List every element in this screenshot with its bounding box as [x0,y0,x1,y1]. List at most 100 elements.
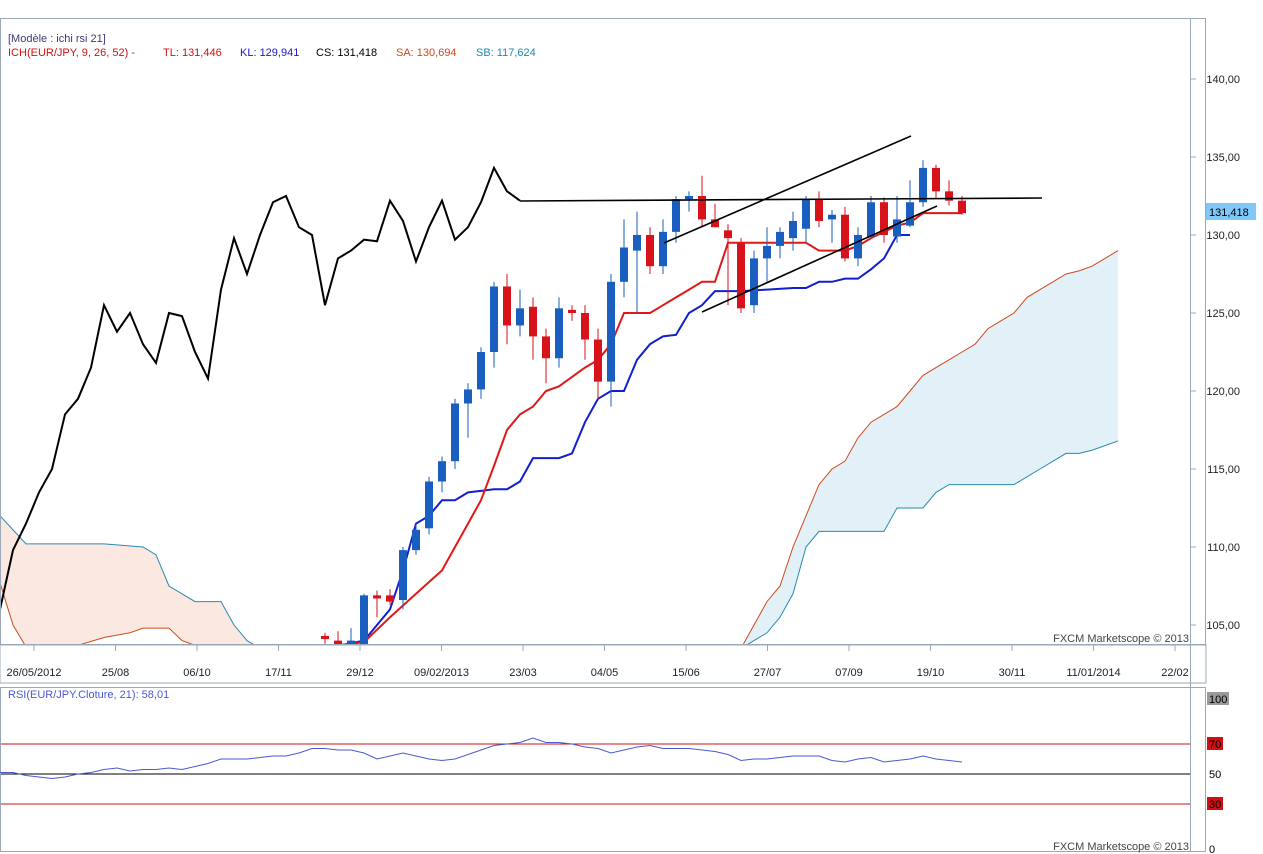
candle [490,281,498,368]
candle-body [685,196,693,200]
x-tick-label: 22/02 [1161,667,1189,679]
candle-body [750,258,758,306]
span-b-line-left [1,516,254,644]
tl-label: TL: 131,446 [163,47,222,59]
candle [425,476,433,535]
y-tick-label: 105,00 [1206,620,1240,632]
channel-lower-line [701,205,938,313]
candle-body [594,339,602,382]
y-tick-label: 135,00 [1206,152,1240,164]
candle-body [399,550,407,601]
candle [906,180,914,228]
candle-body [919,167,927,203]
candle [529,297,537,360]
y-tick-label: 120,00 [1206,386,1240,398]
candle-body [854,235,862,259]
candle-body [945,191,953,201]
candle-body [334,640,342,644]
rsi-tick-label: 70 [1209,739,1221,751]
candle-body [542,336,550,359]
candle-body [516,308,524,326]
cloud-bull-fill [743,250,1118,644]
candle [750,250,758,313]
candle-body [503,286,511,326]
candle [815,191,823,228]
candle [893,196,901,243]
candle-body [828,214,836,220]
x-tick-label: 23/03 [509,667,537,679]
candle-body [815,199,823,221]
cs-label: CS: 131,418 [316,47,377,59]
candle-body [360,595,368,644]
candle-body [321,635,329,640]
candle [802,196,810,243]
candle [867,196,875,239]
cloud-bear-fill [1,516,253,644]
rsi-pane-frame [0,687,1206,852]
rsi-line [0,737,963,780]
y-tick-label: 115,00 [1207,464,1240,476]
candle-body [724,230,732,239]
candle-body [789,220,797,239]
last-price-label: 131,418 [1209,207,1249,219]
candle [568,305,576,321]
span-a-line-right [742,250,1119,644]
span-b-line-right [747,440,1119,644]
candle [945,180,953,206]
candle-body [425,481,433,529]
last-price-marker [1206,203,1256,220]
candle-body [620,247,628,282]
candle-body [763,245,771,259]
candle [737,238,745,313]
x-tick-label: 26/05/2012 [6,667,61,679]
date-axis-band [0,644,1207,684]
candle [399,547,407,610]
x-tick-label: 04/05 [591,667,619,679]
candle-body [646,235,654,267]
x-tick-label: 11/01/2014 [1066,667,1120,679]
candle [724,224,732,306]
candle [477,347,485,399]
candle [711,203,719,228]
x-tick-label: 19/10 [917,667,945,679]
watermark-rsi: FXCM Marketscope © 2013 [1053,841,1189,853]
candle [932,164,940,200]
candle-body [477,352,485,390]
model-label: [Modèle : ichi rsi 21] [8,33,106,45]
candle [386,589,394,605]
candle [880,197,888,243]
x-tick-label: 27/07 [754,667,782,679]
candle-body [932,167,940,192]
candle-body [373,595,381,599]
candle [685,191,693,212]
y-tick-label: 125,00 [1206,308,1240,320]
candle [698,175,706,228]
candle [620,219,628,298]
candle [594,328,602,399]
channel-upper-line [663,135,912,244]
candle [581,305,589,360]
x-tick-label: 29/12 [346,667,374,679]
chikou-line [1,165,521,610]
rsi-tick-label: 100 [1209,694,1227,706]
kijun-line [341,234,910,644]
candle-body [737,242,745,309]
candle [542,328,550,384]
candle [633,211,641,313]
candle-body [607,281,615,382]
candle [555,297,563,368]
y-tick-label: 140,00 [1206,74,1240,86]
rsi-tick-label: 50 [1209,769,1221,781]
candle-body [906,202,914,226]
candle-body [581,313,589,340]
candle-body [386,595,394,602]
candle-body [568,309,576,313]
candle [854,227,862,267]
candle [321,632,329,644]
candle-body [698,196,706,220]
candle [841,206,849,262]
candle [789,211,797,251]
candle [607,274,615,407]
candle-body [529,306,537,337]
